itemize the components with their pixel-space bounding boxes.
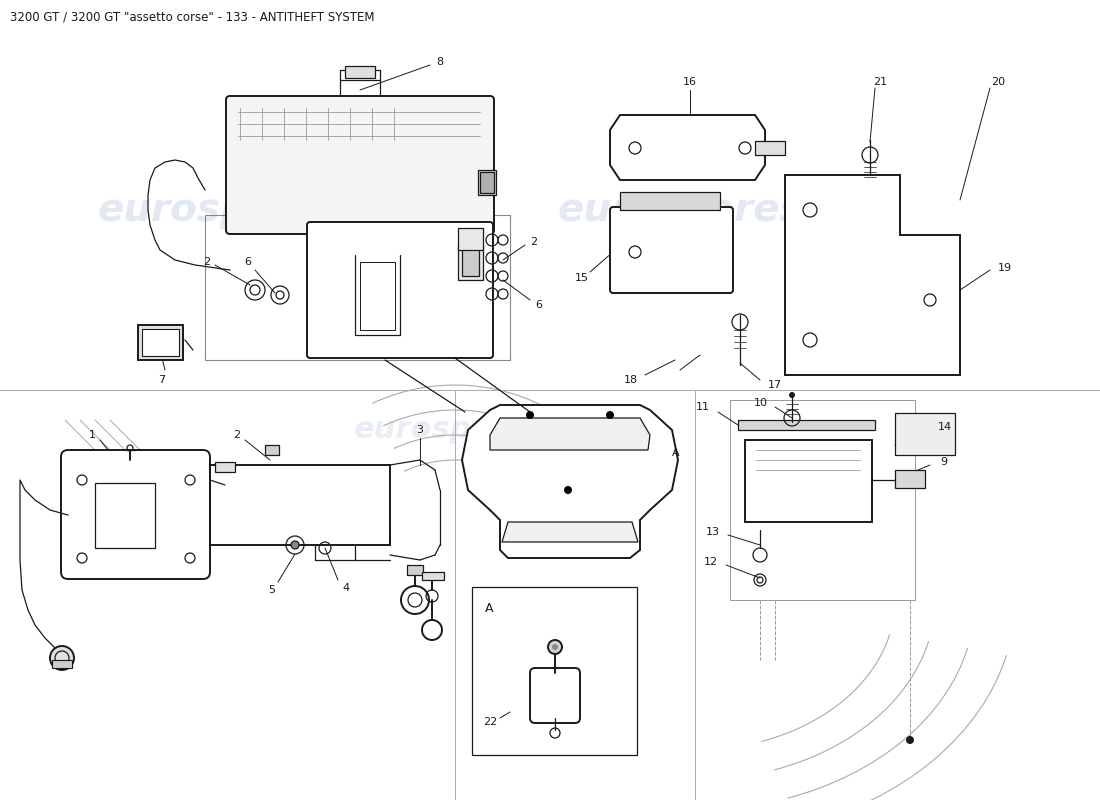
Text: 15: 15 (575, 273, 589, 283)
Text: 13: 13 (706, 527, 721, 537)
FancyBboxPatch shape (530, 668, 580, 723)
Bar (95, 483, 155, 548)
Text: 7: 7 (158, 375, 166, 385)
Circle shape (606, 411, 614, 419)
Text: 10: 10 (754, 398, 768, 408)
FancyBboxPatch shape (226, 96, 494, 234)
Bar (407, 565, 424, 575)
Bar (462, 249, 478, 276)
Text: 5: 5 (268, 585, 275, 595)
Text: 2: 2 (530, 237, 537, 247)
Bar (895, 413, 955, 455)
FancyBboxPatch shape (60, 450, 210, 579)
Text: 4: 4 (342, 583, 349, 593)
Text: 6: 6 (244, 257, 252, 267)
Text: 18: 18 (624, 375, 638, 385)
Text: 2: 2 (233, 430, 241, 440)
Text: eurospares: eurospares (353, 415, 547, 445)
Bar (422, 572, 444, 580)
FancyBboxPatch shape (610, 207, 733, 293)
Text: 21: 21 (873, 77, 887, 87)
Bar (138, 325, 183, 360)
Polygon shape (502, 522, 638, 542)
Bar (472, 587, 637, 755)
FancyBboxPatch shape (307, 222, 493, 358)
Bar (265, 445, 279, 455)
Bar (458, 245, 483, 280)
Bar (738, 420, 874, 430)
Text: 20: 20 (991, 77, 1005, 87)
Circle shape (552, 644, 558, 650)
Circle shape (789, 392, 795, 398)
Circle shape (564, 486, 572, 494)
Bar (214, 462, 235, 472)
Bar (142, 329, 179, 356)
Circle shape (548, 640, 562, 654)
Bar (480, 172, 494, 193)
Text: 9: 9 (940, 457, 947, 467)
Bar (458, 228, 483, 250)
Text: 2: 2 (202, 257, 210, 267)
Circle shape (526, 411, 534, 419)
Bar (755, 141, 785, 155)
Circle shape (50, 646, 74, 670)
Text: 14: 14 (938, 422, 953, 432)
Circle shape (292, 541, 299, 549)
Polygon shape (610, 115, 764, 180)
Bar (360, 262, 395, 330)
Bar (52, 660, 72, 668)
Polygon shape (490, 418, 650, 450)
Text: 1: 1 (88, 430, 96, 440)
Text: 11: 11 (696, 402, 710, 412)
Bar (345, 66, 375, 78)
Bar (620, 192, 721, 210)
Bar (730, 400, 915, 600)
Polygon shape (785, 175, 960, 375)
Text: eurospares: eurospares (557, 191, 803, 229)
Bar (745, 440, 872, 522)
Bar (478, 170, 496, 195)
Bar (895, 470, 925, 488)
Text: eurospares: eurospares (97, 191, 343, 229)
Text: 3: 3 (417, 425, 424, 435)
Text: 3200 GT / 3200 GT "assetto corse" - 133 - ANTITHEFT SYSTEM: 3200 GT / 3200 GT "assetto corse" - 133 … (10, 10, 374, 23)
Text: 6: 6 (535, 300, 542, 310)
Text: A: A (485, 602, 494, 614)
Text: 16: 16 (683, 77, 697, 87)
Bar (205, 215, 510, 360)
Text: 12: 12 (704, 557, 718, 567)
Text: 22: 22 (483, 717, 497, 727)
Text: A: A (672, 448, 680, 458)
Polygon shape (462, 405, 678, 558)
Text: 8: 8 (436, 57, 443, 67)
Text: 17: 17 (768, 380, 782, 390)
Circle shape (906, 736, 914, 744)
Text: 19: 19 (998, 263, 1012, 273)
